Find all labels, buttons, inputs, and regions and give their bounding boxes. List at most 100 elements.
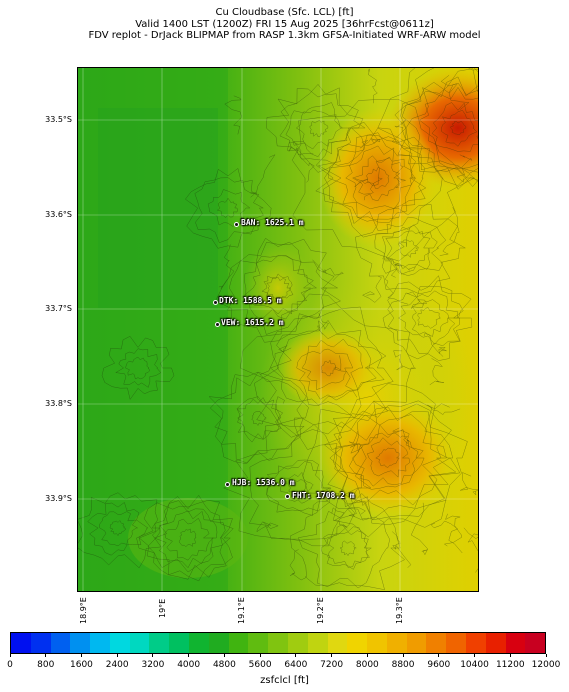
terrain-contour — [194, 177, 264, 243]
terrain-contour — [382, 275, 473, 361]
station-marker-hjb[interactable] — [225, 482, 230, 487]
colorbar-tickmark — [295, 654, 297, 657]
colorbar-tickmark — [9, 654, 11, 657]
terrain-contour — [101, 336, 175, 400]
terrain-contour — [377, 68, 478, 186]
terrain-contour — [239, 293, 415, 441]
terrain-contour — [291, 98, 475, 262]
colorbar-tick-label: 8800 — [391, 660, 415, 670]
colorbar-segment — [347, 633, 368, 653]
colorbar-segment — [446, 633, 466, 653]
terrain-contour — [412, 299, 450, 337]
terrain-contour — [450, 121, 467, 136]
terrain-ridge — [427, 403, 461, 415]
terrain-ridge — [368, 68, 378, 104]
terrain-contour — [309, 120, 329, 137]
terrain-contour — [401, 82, 478, 173]
terrain-contour — [216, 197, 238, 218]
terrain-ridge — [391, 162, 406, 188]
colorbar-tickmark — [259, 654, 261, 657]
terrain-contour — [254, 306, 394, 428]
lon-label-19-3: 19.3°E — [395, 597, 404, 624]
terrain-contour — [339, 540, 357, 556]
colorbar-segment — [228, 633, 249, 653]
terrain-contour — [352, 430, 425, 487]
terrain-ridge — [331, 507, 348, 529]
station-marker-fht[interactable] — [285, 494, 290, 499]
terrain-ridge — [384, 260, 409, 305]
terrain-contour — [298, 508, 390, 589]
terrain-ridge — [312, 259, 344, 281]
station-label-fht: FHT: 1708.2 m — [292, 491, 355, 500]
terrain-contour — [352, 155, 401, 202]
colorbar-segment — [70, 633, 91, 653]
colorbar — [10, 632, 546, 654]
colorbar-segment — [307, 633, 328, 653]
colorbar-segment — [485, 633, 506, 653]
map-plot-area[interactable] — [77, 67, 479, 592]
colorbar-segment — [169, 633, 190, 653]
terrain-ridge — [430, 520, 463, 554]
terrain-contour — [265, 87, 366, 166]
terrain-contour — [317, 127, 426, 231]
colorbar-segment — [90, 633, 110, 653]
terrain-contour — [244, 255, 314, 315]
terrain-contour — [417, 307, 441, 329]
colorbar-label: zsfclcl [ft] — [260, 675, 309, 686]
station-marker-dtk[interactable] — [213, 300, 218, 305]
terrain-contour — [385, 230, 431, 269]
terrain-ridge — [443, 513, 463, 547]
colorbar-segment — [208, 633, 229, 653]
terrain-contour — [431, 102, 478, 152]
station-label-vew: VEW: 1615.2 m — [221, 318, 284, 327]
colorbar-tickmark — [188, 654, 190, 657]
terrain-ridge — [349, 431, 363, 454]
terrain-ridge — [394, 119, 420, 146]
colorbar-segment — [386, 633, 407, 653]
terrain-ridge — [317, 313, 329, 335]
colorbar-tickmark — [402, 654, 404, 657]
colorbar-tickmark — [116, 654, 118, 657]
terrain-contour — [266, 461, 331, 516]
terrain-contour — [301, 348, 354, 390]
terrain-ridge — [362, 275, 382, 303]
title-line-3: FDV replot - DrJack BLIPMAP from RASP 1.… — [88, 30, 481, 41]
colorbar-tick-label: 12000 — [531, 660, 561, 670]
terrain-contour — [374, 216, 447, 276]
lat-label-33-5: 33.5°S — [45, 115, 72, 124]
terrain-ridge — [393, 350, 417, 371]
colorbar-segment — [30, 633, 51, 653]
colorbar-segment — [50, 633, 71, 653]
terrain-contour — [236, 396, 284, 443]
terrain-ridge — [364, 157, 391, 201]
map-title: Cu Cloudbase (Sfc. LCL) [ft] Valid 1400 … — [0, 7, 569, 42]
terrain-contour — [251, 410, 267, 426]
station-marker-ban[interactable] — [234, 222, 239, 227]
terrain-contour — [227, 238, 335, 335]
terrain-contour — [328, 132, 427, 222]
terrain-ridge — [392, 531, 412, 568]
terrain-contour — [355, 204, 466, 295]
colorbar-tick-label: 1600 — [70, 660, 93, 670]
lon-label-18-9: 18.9°E — [79, 597, 88, 624]
terrain-ridge — [360, 138, 380, 149]
station-marker-vew[interactable] — [215, 322, 220, 327]
terrain-ridge — [250, 154, 276, 198]
terrain-ridge — [463, 527, 478, 573]
terrain-ridge — [390, 263, 416, 278]
colorbar-segment — [287, 633, 308, 653]
terrain-contour — [349, 424, 424, 490]
colorbar-segment — [426, 633, 447, 653]
terrain-contour — [387, 285, 464, 354]
terrain-contour — [236, 397, 282, 440]
terrain-contour — [296, 109, 343, 150]
terrain-contour — [109, 520, 126, 536]
terrain-ridge — [387, 228, 411, 274]
lat-label-33-6: 33.6°S — [45, 210, 72, 219]
colorbar-tick-label: 9600 — [427, 660, 451, 670]
terrain-contour — [285, 102, 351, 157]
colorbar-tickmark — [80, 654, 82, 657]
terrain-ridge — [440, 75, 470, 110]
terrain-contour — [261, 273, 294, 304]
terrain-ridge — [439, 207, 460, 256]
